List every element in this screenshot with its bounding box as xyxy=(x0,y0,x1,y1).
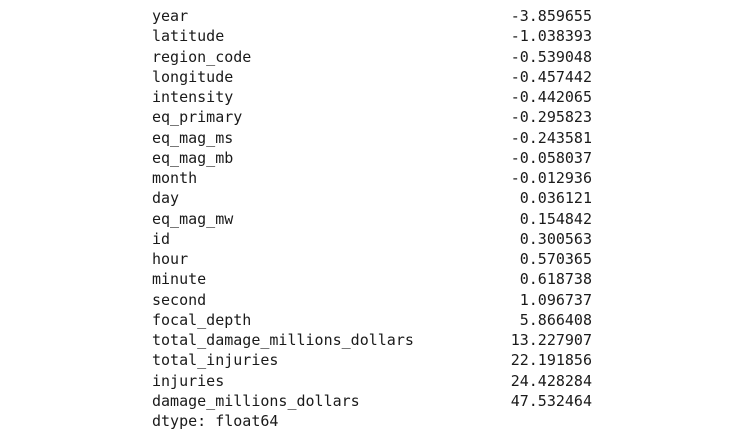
dtype-line: dtype: float64 xyxy=(152,412,279,430)
series-row: month -0.012936 xyxy=(152,168,592,188)
series-row-value: 0.154842 xyxy=(519,209,592,228)
series-row-label: hour xyxy=(152,250,189,268)
series-row: focal_depth 5.866408 xyxy=(152,310,592,330)
series-row-label: total_injuries xyxy=(152,351,279,370)
series-row-value: -0.295823 xyxy=(510,108,592,127)
series-row-value: -0.539048 xyxy=(510,47,592,66)
series-row-value: 0.618738 xyxy=(519,270,592,289)
series-rows: year -3.859655 latitude -1.038393 region_cod… xyxy=(152,6,592,411)
series-row: total_injuries 22.191856 xyxy=(152,350,592,370)
series-row-value: 1.096737 xyxy=(519,290,592,309)
series-row: eq_mag_ms -0.243581 xyxy=(152,128,592,148)
series-row-value: -0.442065 xyxy=(510,88,592,106)
series-row-label: latitude xyxy=(152,27,225,46)
series-row-label: month xyxy=(152,169,198,187)
series-row-label: year xyxy=(152,7,189,25)
series-row-label: injuries xyxy=(152,371,225,390)
series-row-label: id xyxy=(152,229,171,248)
series-output: year -3.859655 latitude -1.038393 region_cod… xyxy=(152,6,592,431)
series-row: hour 0.570365 xyxy=(152,249,592,269)
series-row-value: 13.227907 xyxy=(510,331,592,349)
series-row: minute 0.618738 xyxy=(152,269,592,289)
series-row-value: -0.012936 xyxy=(510,169,592,187)
series-row-value: -1.038393 xyxy=(510,27,592,46)
series-row: second 1.096737 xyxy=(152,290,592,310)
series-row-label: eq_mag_mw xyxy=(152,209,234,228)
series-row-value: 0.036121 xyxy=(519,189,592,208)
series-row: year -3.859655 xyxy=(152,6,592,26)
series-row-label: longitude xyxy=(152,67,234,86)
series-row: intensity -0.442065 xyxy=(152,87,592,107)
series-row-value: 22.191856 xyxy=(510,351,592,370)
series-row-value: 0.300563 xyxy=(519,229,592,248)
series-row-value: -0.243581 xyxy=(510,128,592,147)
series-row: total_damage_millions_dollars 13.227907 xyxy=(152,330,592,350)
series-row-label: day xyxy=(152,189,180,208)
series-row-value: -0.058037 xyxy=(510,148,592,167)
series-row: eq_primary -0.295823 xyxy=(152,107,592,127)
series-row-label: focal_depth xyxy=(152,310,252,329)
series-row-label: damage_millions_dollars xyxy=(152,391,360,410)
series-row-label: total_damage_millions_dollars xyxy=(152,331,414,349)
series-row-value: 24.428284 xyxy=(510,371,592,390)
series-row: eq_mag_mw 0.154842 xyxy=(152,209,592,229)
series-row: longitude -0.457442 xyxy=(152,67,592,87)
series-row: latitude -1.038393 xyxy=(152,26,592,46)
series-row-label: second xyxy=(152,290,207,309)
series-row: damage_millions_dollars 47.532464 xyxy=(152,391,592,411)
series-row-value: 47.532464 xyxy=(510,391,592,410)
series-row: day 0.036121 xyxy=(152,188,592,208)
series-row: eq_mag_mb -0.058037 xyxy=(152,148,592,168)
series-row-label: region_code xyxy=(152,47,252,66)
series-row-value: 0.570365 xyxy=(519,250,592,268)
series-row: id 0.300563 xyxy=(152,229,592,249)
series-row-label: minute xyxy=(152,270,207,289)
series-row-value: -3.859655 xyxy=(510,7,592,25)
series-row-value: 5.866408 xyxy=(519,310,592,329)
series-row: injuries 24.428284 xyxy=(152,371,592,391)
series-row-label: intensity xyxy=(152,88,234,106)
series-row-label: eq_mag_ms xyxy=(152,128,234,147)
series-row-value: -0.457442 xyxy=(510,67,592,86)
series-row-label: eq_primary xyxy=(152,108,243,127)
series-row-label: eq_mag_mb xyxy=(152,148,234,167)
series-row: region_code -0.539048 xyxy=(152,47,592,67)
